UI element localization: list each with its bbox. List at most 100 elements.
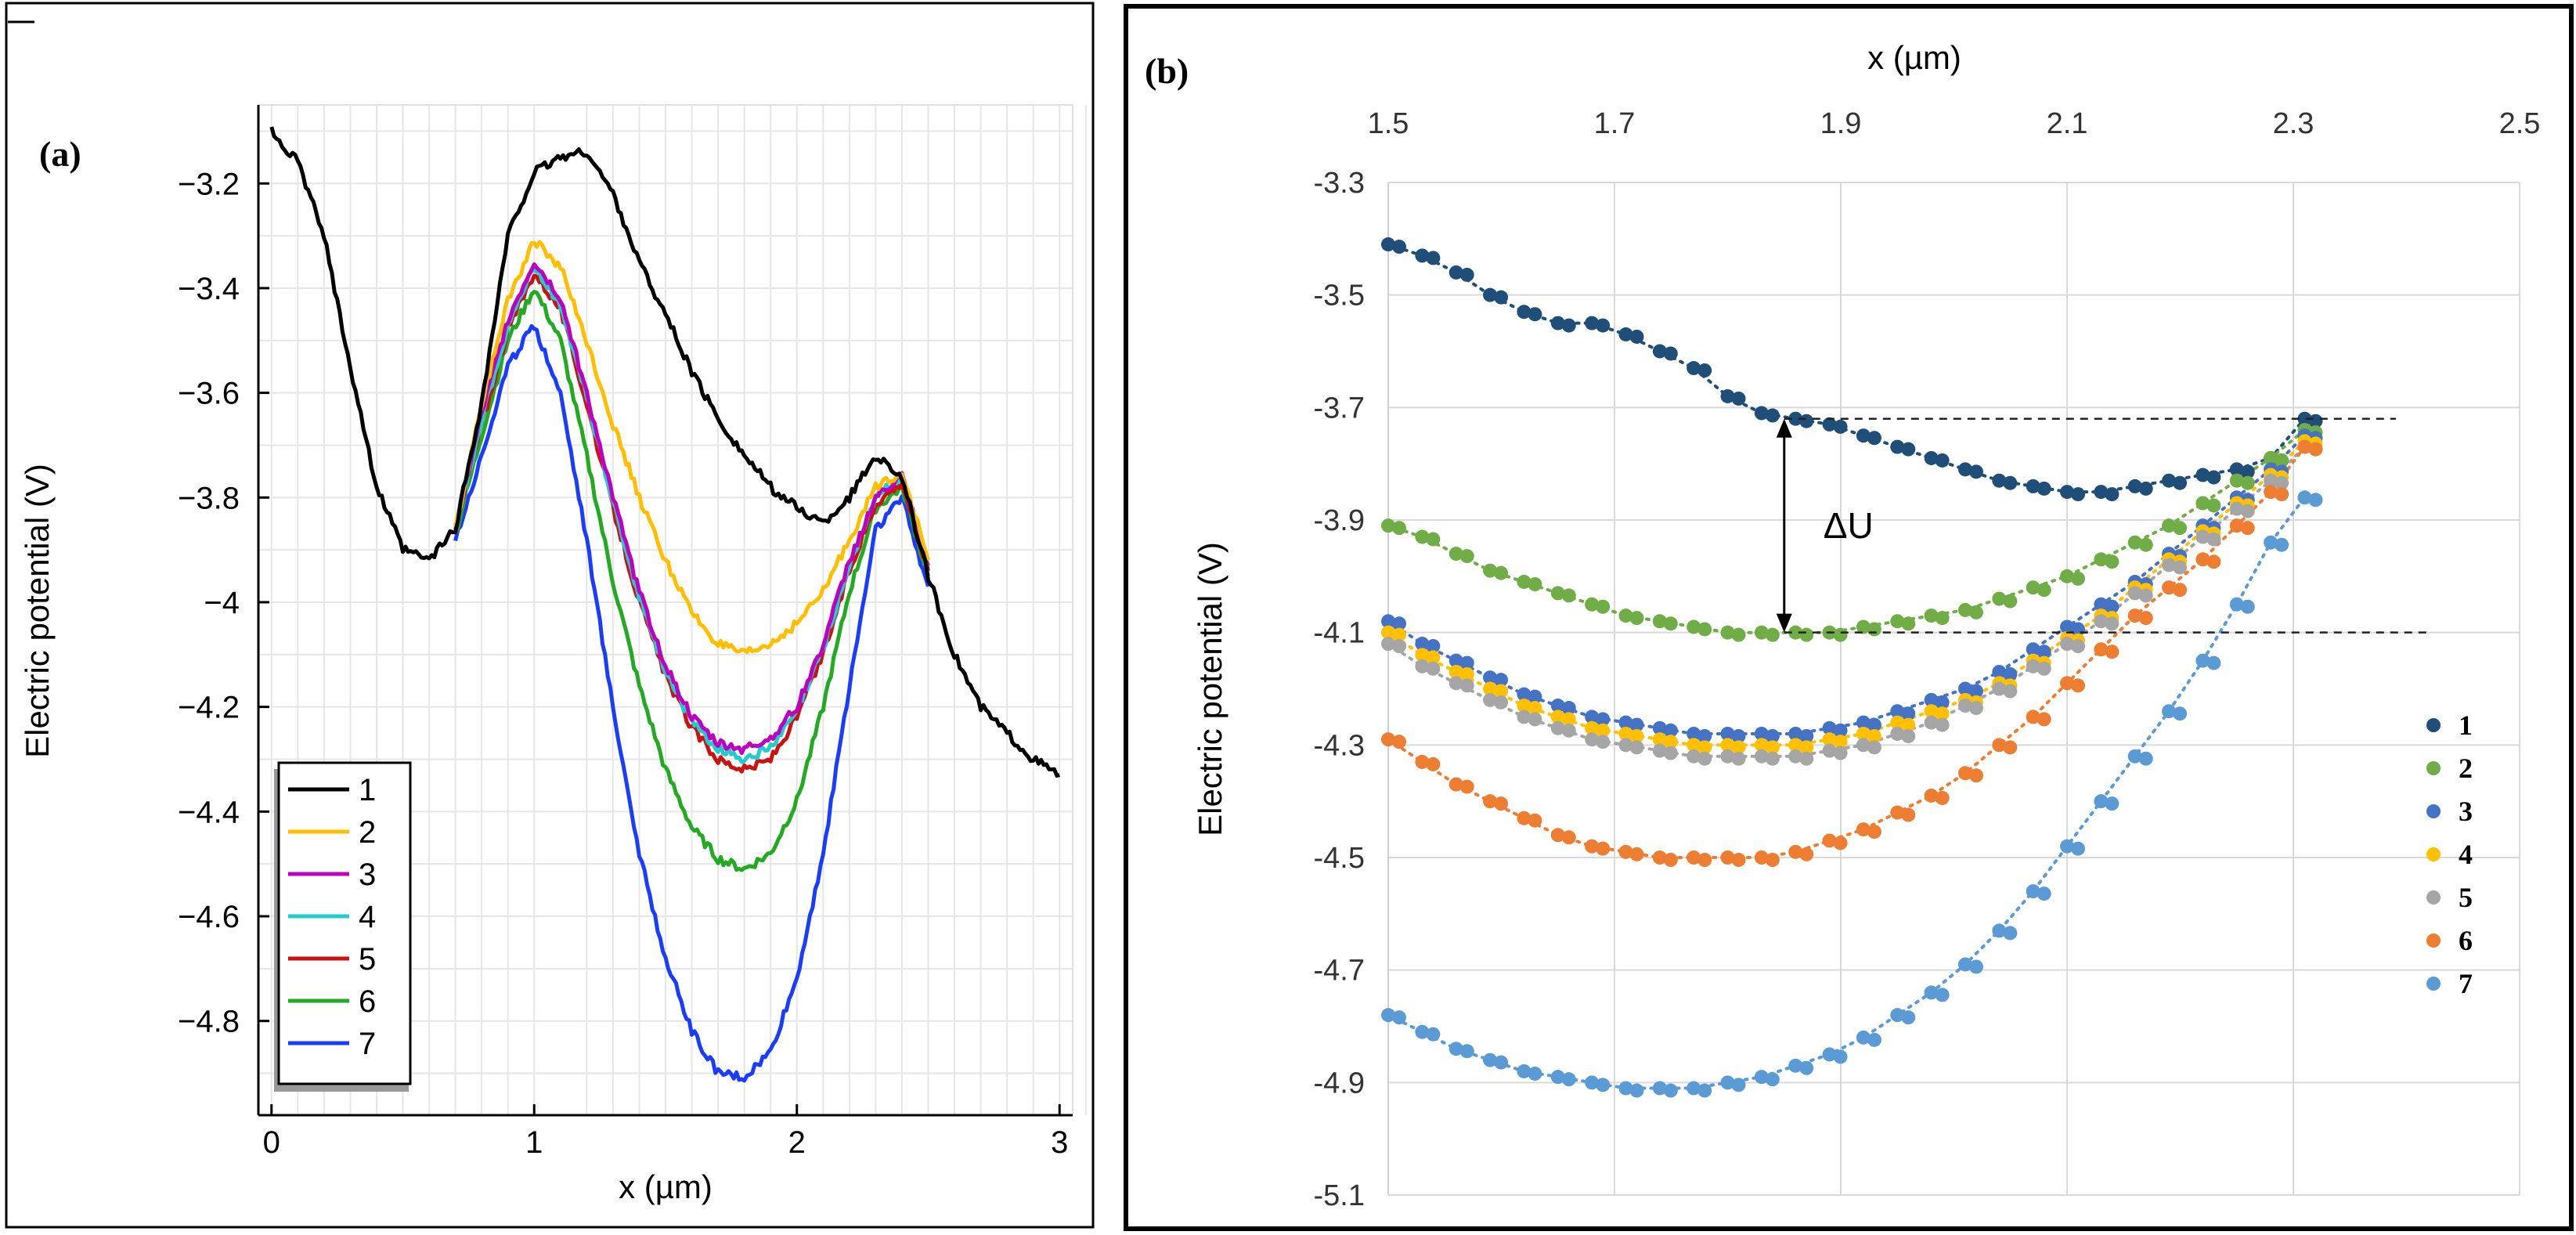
panel-b-series-1-point (1731, 391, 1746, 406)
panel-b-legend-label-2: 2 (2459, 753, 2473, 784)
panel-b-series-1-point (1663, 346, 1678, 361)
panel-b-series-6-trendline (1387, 445, 2307, 859)
panel-b-series-6-point (2105, 645, 2120, 659)
panel-b-series-2-point (1652, 614, 1667, 629)
panel-b-series-2-point (2240, 475, 2255, 490)
panel-b-delta-u-arrowhead-down (1776, 613, 1792, 633)
panel-b-series-5-point (1550, 720, 1565, 735)
panel-b-series-7-point (2264, 535, 2278, 550)
panel-b-series-2-point (1381, 518, 1395, 533)
panel-b-series-1-point (1618, 327, 1633, 341)
panel-b-x-tick-label: 2.1 (2047, 107, 2088, 140)
panel-b-series-5-point (1788, 749, 1803, 764)
panel-b-series-1-point (1765, 408, 1780, 423)
panel-b-series-6-point (2206, 554, 2221, 569)
panel-b-legend-marker-2 (2426, 761, 2441, 775)
panel-b-series-2-point (1788, 625, 1803, 640)
panel-b-series-5-point (1856, 738, 1871, 753)
panel-b-series-2-point (2105, 554, 2120, 569)
panel-a-x-axis-title: x (µm) (619, 1168, 713, 1205)
panel-b-series-2-point (2229, 473, 2244, 488)
panel-b-series-5-point (1381, 637, 1395, 652)
panel-b-series-7-point (2206, 655, 2221, 670)
panel-b-series-6-point (1856, 822, 1871, 837)
panel-a-frame (5, 2, 1095, 1229)
panel-b-series-7-point (1687, 1081, 1701, 1096)
panel-a-chart: (a) 0 1 2 3 −3.2 −3.4 −3.6 −3.8 −4 −4.2 −4.4 −4.6 −4… (19, 104, 1087, 1205)
panel-b-series-4-point (1652, 732, 1667, 747)
panel-b-y-tick-label: -4.1 (1314, 617, 1365, 650)
panel-a-legend-label-6: 6 (359, 984, 376, 1019)
panel-b-series-6-point (1449, 777, 1463, 792)
panel-b-series-5-point (1968, 701, 1983, 716)
panel-b-series-5-point (1957, 699, 1972, 713)
panel-b-series-5-point (1459, 678, 1474, 693)
panel-a-series-7-line (453, 323, 930, 1083)
panel-b-series-7-point (1585, 1075, 1600, 1090)
panel-b-series-5-point (2060, 637, 2074, 652)
panel-b-series-2-point (2195, 496, 2210, 511)
panel-b-series-2-point (1697, 622, 1712, 637)
panel-b-series-3-point (1618, 715, 1633, 730)
panel-b-series-6-point (2003, 740, 2018, 755)
panel-b-series-7-point (2162, 704, 2177, 719)
panel-b-series-2-point (1731, 627, 1746, 642)
panel-b-series-4-point (1890, 715, 1905, 730)
panel-b-legend: 1 2 3 4 5 6 7 (2426, 710, 2473, 999)
panel-b-series-7-point (2138, 751, 2153, 766)
panel-b-series-3-point (1652, 720, 1667, 735)
panel-b-series-1-point (1652, 344, 1667, 359)
panel-b-series-1-point (2003, 475, 2018, 490)
panel-b-series-1-point (2127, 478, 2142, 493)
panel-b-delta-u-label: ΔU (1824, 505, 1874, 546)
panel-b-series-1-point (1754, 406, 1769, 421)
panel-b-series-1-point (1381, 237, 1395, 252)
panel-b-series-7-point (1449, 1042, 1463, 1056)
panel-b-series-6-point (2275, 487, 2289, 502)
panel-b-series-6-point (1731, 853, 1746, 867)
panel-b-series-3-point (1957, 681, 1972, 696)
panel-b-series-5-point (1652, 743, 1667, 758)
panel-b-series-4-point (1459, 666, 1474, 681)
panel-b-series-5-point (1935, 717, 1950, 732)
panel-b-series-2-point (1867, 622, 1881, 637)
panel-b-series-4-point (1833, 735, 1848, 749)
panel-b-series-6-point (2240, 521, 2255, 536)
panel-b-series-2-point (1856, 619, 1871, 634)
panel-b-series-5-point (1449, 676, 1463, 691)
panel-b-series-7-point (2173, 706, 2188, 721)
panel-b-series-6-point (1720, 850, 1735, 865)
panel-b-series-3-point (1483, 670, 1498, 685)
panel-b-x-tick-label: 1.9 (1820, 107, 1862, 140)
panel-b-series-5-point (1924, 715, 1939, 730)
panel-b-series-4-point (1822, 732, 1837, 747)
panel-b-series-7-point (2026, 884, 2040, 899)
panel-a-legend-label-4: 4 (359, 900, 376, 934)
panel-b-series-6-point (1890, 805, 1905, 820)
panel-b-series-2-point (1890, 614, 1905, 629)
panel-b-series-6-point (1561, 830, 1576, 845)
panel-b-series-5-point (1731, 751, 1746, 766)
panel-b-series-3-point (1765, 728, 1780, 743)
panel-b-series-7-point (2060, 839, 2074, 854)
panel-b-series-6-point (1799, 847, 1814, 861)
panel-b-series-5-point (2138, 588, 2153, 603)
panel-b-series-4-point (1924, 704, 1939, 719)
panel-b-series-4-point (1799, 740, 1814, 755)
panel-b-series-3-point (2094, 597, 2109, 612)
panel-b-series-7-point (2127, 749, 2142, 764)
panel-b-series-2-point (1426, 532, 1441, 547)
panel-b-series-3-point (2037, 645, 2051, 659)
panel-b-series-2-point (1392, 521, 1406, 536)
panel-b-legend-label-1: 1 (2459, 710, 2473, 741)
panel-b-series-5-point (2240, 504, 2255, 518)
panel-b-series-2-point (1957, 602, 1972, 617)
panel-b-series-6-point (1426, 757, 1441, 771)
panel-b-y-tick-label: -5.1 (1314, 1179, 1365, 1212)
panel-b-series-4-point (1483, 681, 1498, 696)
panel-b-series-7-point (1596, 1078, 1611, 1092)
panel-a-series-3-line (453, 262, 930, 755)
panel-b-series-1-point (1687, 361, 1701, 376)
panel-b-series-1-point (1426, 251, 1441, 265)
panel-b-series-4-point (1687, 738, 1701, 753)
